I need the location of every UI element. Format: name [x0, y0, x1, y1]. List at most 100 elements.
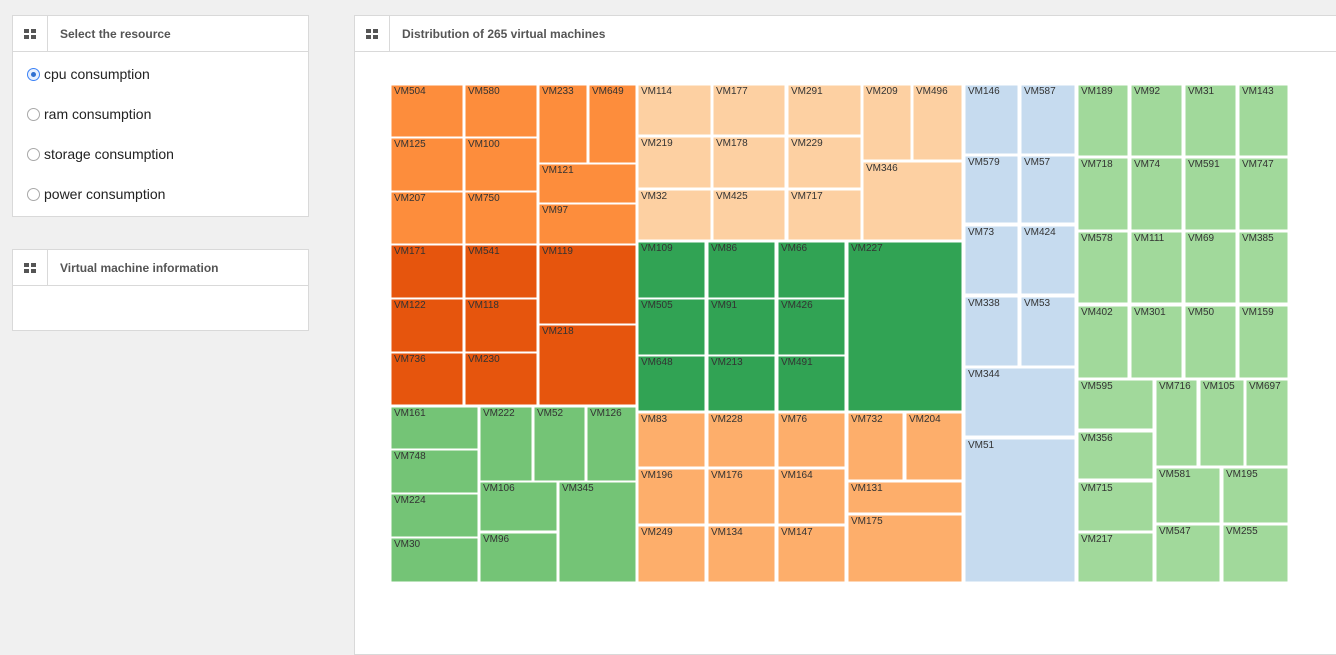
- radio-power-consumption[interactable]: power consumption: [27, 184, 165, 204]
- radio-storage-consumption[interactable]: storage consumption: [27, 144, 174, 164]
- treemap-cell-vm747[interactable]: [1238, 157, 1289, 231]
- treemap-cell-vm177[interactable]: [712, 84, 786, 136]
- treemap-cell-vm196[interactable]: [637, 468, 706, 525]
- treemap-cell-vm748[interactable]: [390, 449, 479, 494]
- treemap-cell-vm76[interactable]: [777, 412, 846, 468]
- treemap-cell-vm581[interactable]: [1155, 467, 1221, 524]
- treemap-cell-vm717[interactable]: [787, 189, 862, 241]
- treemap-cell-vm222[interactable]: [479, 406, 533, 482]
- grid-icon[interactable]: [13, 250, 48, 285]
- treemap-cell-vm100[interactable]: [464, 137, 538, 192]
- treemap-cell-vm345[interactable]: [558, 481, 637, 583]
- treemap-cell-vm496[interactable]: [912, 84, 963, 161]
- treemap-cell-vm161[interactable]: [390, 406, 479, 450]
- treemap-cell-vm53[interactable]: [1020, 296, 1076, 367]
- treemap-cell-vm114[interactable]: [637, 84, 712, 136]
- treemap-cell-vm176[interactable]: [707, 468, 776, 525]
- treemap-cell-vm587[interactable]: [1020, 84, 1076, 155]
- treemap-cell-vm92[interactable]: [1130, 84, 1183, 157]
- treemap-cell-vm164[interactable]: [777, 468, 846, 525]
- treemap-cell-vm344[interactable]: [964, 367, 1076, 437]
- treemap-cell-vm218[interactable]: [538, 324, 637, 406]
- treemap-cell-vm648[interactable]: [637, 355, 706, 412]
- treemap-cell-vm230[interactable]: [464, 352, 538, 406]
- treemap-cell-vm171[interactable]: [390, 244, 464, 299]
- treemap-cell-vm178[interactable]: [712, 136, 786, 189]
- treemap-cell-vm126[interactable]: [586, 406, 637, 482]
- grid-icon[interactable]: [13, 16, 48, 51]
- treemap-cell-vm32[interactable]: [637, 189, 712, 241]
- treemap-cell-vm580[interactable]: [464, 84, 538, 138]
- treemap-cell-vm146[interactable]: [964, 84, 1019, 155]
- treemap-cell-vm227[interactable]: [847, 241, 963, 412]
- treemap-cell-vm189[interactable]: [1077, 84, 1129, 157]
- treemap-cell-vm649[interactable]: [588, 84, 637, 164]
- treemap-cell-vm750[interactable]: [464, 191, 538, 245]
- treemap-cell-vm175[interactable]: [847, 514, 963, 583]
- treemap-cell-vm716[interactable]: [1155, 379, 1198, 467]
- treemap-cell-vm217[interactable]: [1077, 532, 1154, 583]
- treemap-cell-vm74[interactable]: [1130, 157, 1183, 231]
- treemap-cell-vm504[interactable]: [390, 84, 464, 138]
- treemap-cell-vm697[interactable]: [1245, 379, 1289, 467]
- treemap-cell-vm204[interactable]: [905, 412, 963, 481]
- radio-button-checked[interactable]: [27, 67, 40, 81]
- treemap-cell-vm255[interactable]: [1222, 524, 1289, 583]
- treemap-cell-vm425[interactable]: [712, 189, 786, 241]
- treemap-cell-vm229[interactable]: [787, 136, 862, 189]
- treemap-cell-vm57[interactable]: [1020, 155, 1076, 224]
- treemap-cell-vm31[interactable]: [1184, 84, 1237, 157]
- treemap-cell-vm86[interactable]: [707, 241, 776, 299]
- treemap-cell-vm50[interactable]: [1184, 305, 1237, 379]
- grid-icon[interactable]: [355, 16, 390, 51]
- treemap-cell-vm346[interactable]: [862, 161, 963, 241]
- treemap-cell-vm547[interactable]: [1155, 524, 1221, 583]
- treemap-cell-vm106[interactable]: [479, 481, 558, 532]
- treemap-cell-vm402[interactable]: [1077, 305, 1129, 379]
- treemap-cell-vm301[interactable]: [1130, 305, 1183, 379]
- treemap-cell-vm219[interactable]: [637, 136, 712, 189]
- treemap-cell-vm97[interactable]: [538, 203, 637, 245]
- treemap-cell-vm122[interactable]: [390, 298, 464, 353]
- treemap-cell-vm595[interactable]: [1077, 379, 1154, 430]
- treemap-cell-vm52[interactable]: [533, 406, 586, 482]
- treemap-cell-vm505[interactable]: [637, 298, 706, 356]
- radio-button[interactable]: [27, 147, 40, 161]
- treemap-cell-vm51[interactable]: [964, 438, 1076, 583]
- treemap-cell-vm491[interactable]: [777, 355, 846, 412]
- treemap-cell-vm66[interactable]: [777, 241, 846, 299]
- treemap-cell-vm715[interactable]: [1077, 481, 1154, 532]
- treemap-cell-vm111[interactable]: [1130, 231, 1183, 304]
- treemap-cell-vm109[interactable]: [637, 241, 706, 299]
- treemap-cell-vm338[interactable]: [964, 296, 1019, 367]
- treemap-cell-vm209[interactable]: [862, 84, 912, 161]
- radio-button[interactable]: [27, 107, 40, 121]
- treemap-cell-vm91[interactable]: [707, 298, 776, 356]
- radio-cpu-consumption[interactable]: cpu consumption: [27, 64, 150, 84]
- treemap-cell-vm579[interactable]: [964, 155, 1019, 224]
- treemap-cell-vm195[interactable]: [1222, 467, 1289, 524]
- treemap-cell-vm736[interactable]: [390, 352, 464, 406]
- treemap-cell-vm249[interactable]: [637, 525, 706, 583]
- treemap-cell-vm207[interactable]: [390, 191, 464, 245]
- treemap-cell-vm131[interactable]: [847, 481, 963, 514]
- treemap-cell-vm356[interactable]: [1077, 431, 1154, 480]
- treemap-cell-vm224[interactable]: [390, 493, 479, 538]
- treemap-cell-vm83[interactable]: [637, 412, 706, 468]
- treemap-cell-vm732[interactable]: [847, 412, 904, 481]
- radio-button[interactable]: [27, 187, 40, 201]
- radio-ram-consumption[interactable]: ram consumption: [27, 104, 151, 124]
- treemap-cell-vm426[interactable]: [777, 298, 846, 356]
- treemap-cell-vm121[interactable]: [538, 163, 637, 204]
- treemap-cell-vm30[interactable]: [390, 537, 479, 583]
- treemap-cell-vm119[interactable]: [538, 244, 637, 325]
- treemap-cell-vm147[interactable]: [777, 525, 846, 583]
- treemap-cell-vm143[interactable]: [1238, 84, 1289, 157]
- treemap-cell-vm73[interactable]: [964, 225, 1019, 295]
- treemap-cell-vm541[interactable]: [464, 244, 538, 299]
- treemap-cell-vm159[interactable]: [1238, 305, 1289, 379]
- treemap-cell-vm591[interactable]: [1184, 157, 1237, 231]
- treemap-cell-vm385[interactable]: [1238, 231, 1289, 304]
- treemap-cell-vm233[interactable]: [538, 84, 588, 164]
- treemap-cell-vm134[interactable]: [707, 525, 776, 583]
